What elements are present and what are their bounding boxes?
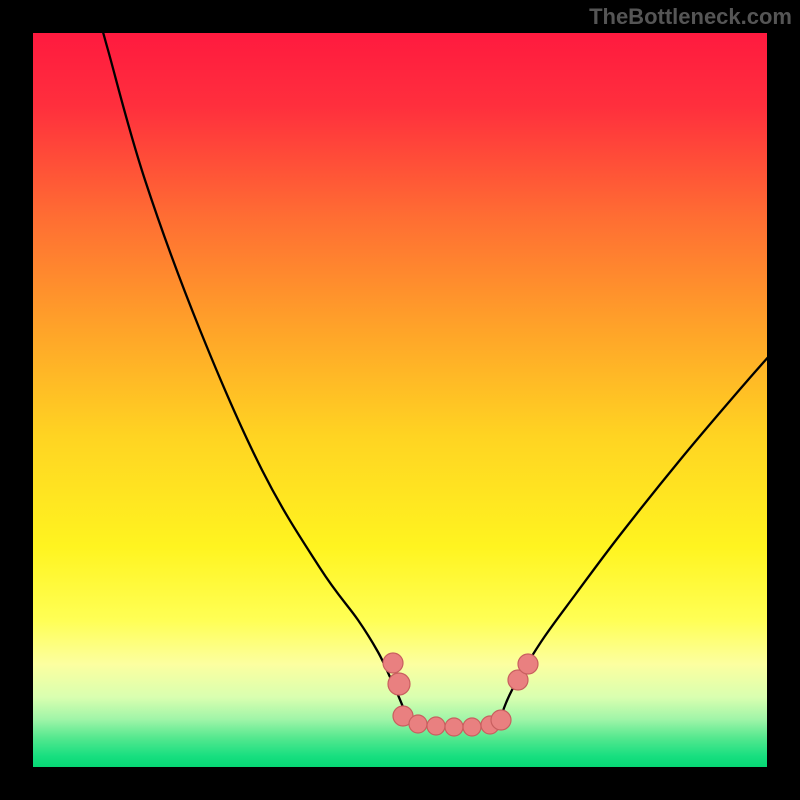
data-marker <box>445 718 463 736</box>
data-marker <box>409 715 427 733</box>
data-marker <box>491 710 511 730</box>
data-marker <box>388 673 410 695</box>
data-marker <box>463 718 481 736</box>
data-marker <box>518 654 538 674</box>
data-marker <box>383 653 403 673</box>
watermark-text: TheBottleneck.com <box>589 4 792 30</box>
data-marker <box>427 717 445 735</box>
